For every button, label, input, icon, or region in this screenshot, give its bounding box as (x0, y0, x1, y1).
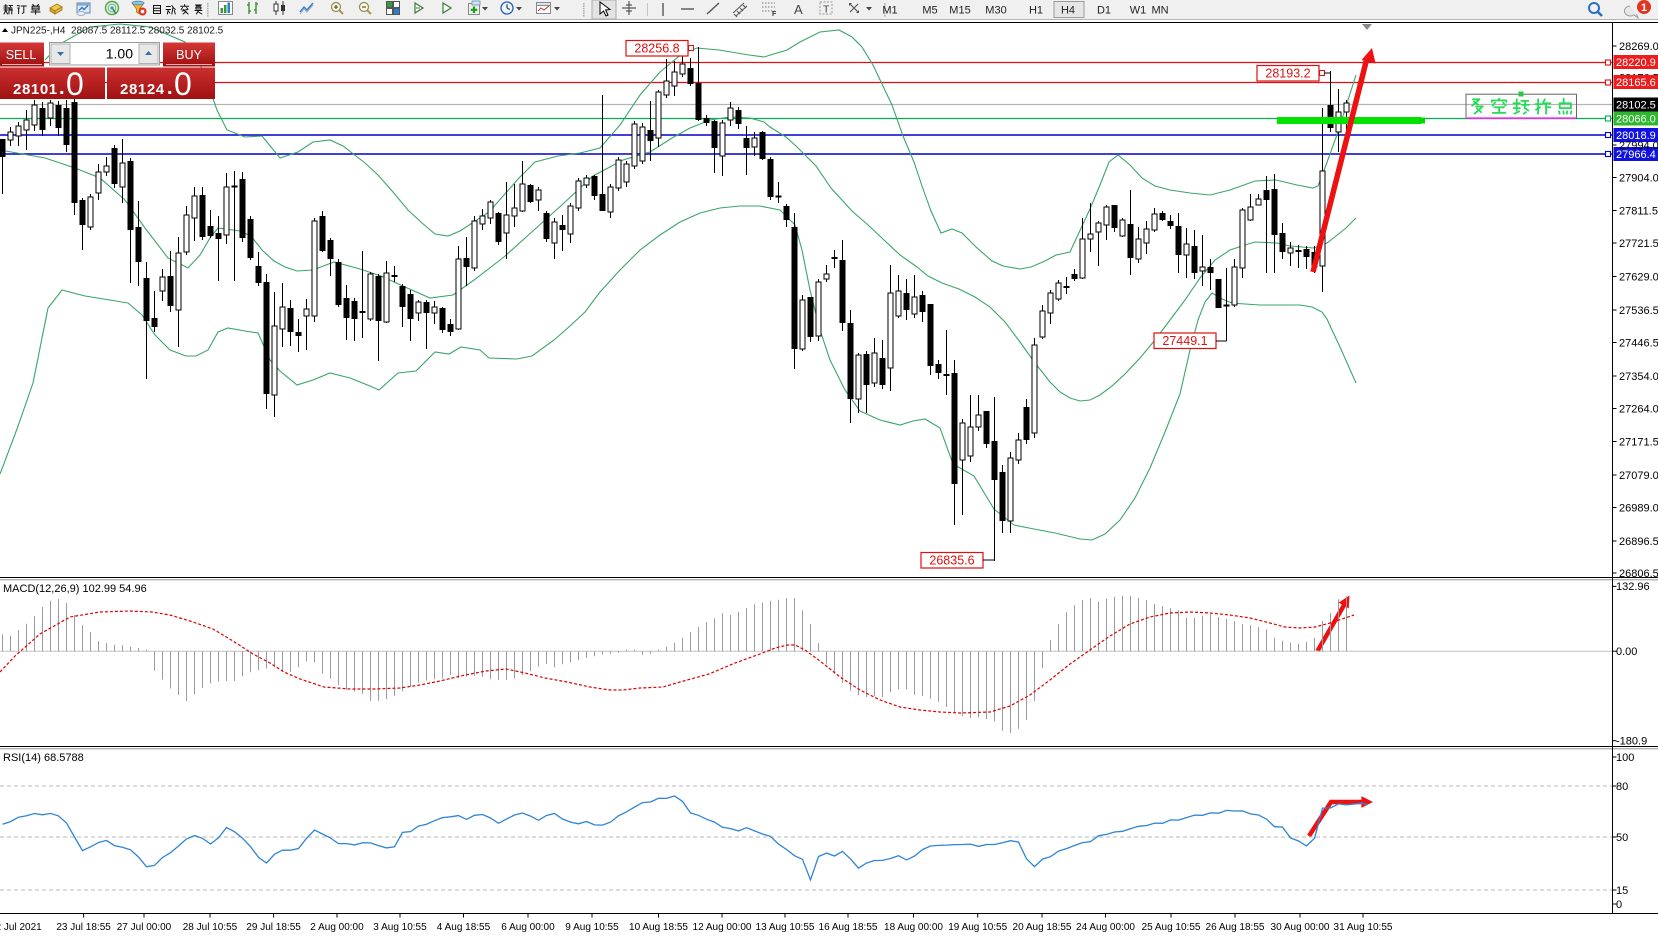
svg-text:M15: M15 (949, 5, 970, 17)
svg-text:.: . (59, 77, 65, 99)
svg-text:28256.8: 28256.8 (634, 42, 679, 56)
svg-text:18 Aug 00:00: 18 Aug 00:00 (884, 922, 943, 933)
svg-text:A: A (794, 2, 803, 17)
svg-text:28 Jul 10:55: 28 Jul 10:55 (183, 922, 238, 933)
svg-text:27079.0: 27079.0 (1619, 470, 1658, 482)
svg-text:27536.5: 27536.5 (1619, 305, 1658, 317)
svg-text:24 Aug 00:00: 24 Aug 00:00 (1076, 922, 1135, 933)
svg-text:.: . (167, 77, 173, 99)
svg-text:80: 80 (1616, 781, 1628, 793)
svg-text:SELL: SELL (6, 48, 37, 62)
svg-text:28124: 28124 (120, 81, 165, 98)
svg-text:28269.0: 28269.0 (1619, 41, 1658, 53)
svg-text:27721.5: 27721.5 (1619, 238, 1658, 250)
svg-text:100: 100 (1616, 752, 1634, 764)
svg-text:RSI(14) 68.5788: RSI(14) 68.5788 (3, 752, 84, 764)
svg-text:16 Aug 18:55: 16 Aug 18:55 (819, 922, 878, 933)
svg-text:28165.6: 28165.6 (1616, 77, 1656, 89)
svg-text:BUY: BUY (176, 48, 202, 62)
svg-text:26806.5: 26806.5 (1619, 568, 1658, 580)
svg-text:9 Aug 10:55: 9 Aug 10:55 (565, 922, 619, 933)
svg-text:26989.0: 26989.0 (1619, 503, 1658, 515)
svg-text:M30: M30 (985, 5, 1006, 17)
svg-text:-180.9: -180.9 (1616, 736, 1647, 748)
svg-text:28102.5: 28102.5 (1616, 100, 1656, 112)
svg-text:26896.5: 26896.5 (1619, 536, 1658, 548)
svg-text:D1: D1 (1097, 5, 1111, 17)
svg-text:H1: H1 (1029, 5, 1043, 17)
svg-text:27811.5: 27811.5 (1619, 206, 1658, 218)
svg-text:13 Aug 10:55: 13 Aug 10:55 (756, 922, 815, 933)
svg-text:28018.9: 28018.9 (1616, 130, 1656, 142)
svg-text:6 Aug 00:00: 6 Aug 00:00 (501, 922, 555, 933)
svg-text:0: 0 (66, 66, 84, 102)
svg-text:JPN225-,H4 28087.5 28112.5 28: JPN225-,H4 28087.5 28112.5 28032.5 28102… (11, 26, 224, 37)
svg-text:31 Aug 10:55: 31 Aug 10:55 (1334, 922, 1393, 933)
svg-text:H4: H4 (1061, 5, 1075, 17)
svg-text:20 Aug 18:55: 20 Aug 18:55 (1013, 922, 1072, 933)
svg-text:28066.0: 28066.0 (1616, 114, 1656, 126)
svg-text:2 Aug 00:00: 2 Aug 00:00 (310, 922, 364, 933)
svg-text:27966.4: 27966.4 (1616, 149, 1656, 161)
svg-text:12 Aug 00:00: 12 Aug 00:00 (693, 922, 752, 933)
svg-text:10 Aug 18:55: 10 Aug 18:55 (629, 922, 688, 933)
svg-text:W1: W1 (1130, 5, 1147, 17)
svg-text:19 Aug 10:55: 19 Aug 10:55 (948, 922, 1007, 933)
svg-text:0: 0 (174, 66, 192, 102)
svg-text:27446.5: 27446.5 (1619, 338, 1658, 350)
svg-text:1.00: 1.00 (106, 46, 133, 62)
svg-text:MN: MN (1151, 5, 1168, 17)
svg-text:4 Aug 18:55: 4 Aug 18:55 (437, 922, 491, 933)
svg-text:3 Aug 10:55: 3 Aug 10:55 (373, 922, 427, 933)
svg-text:26 Aug 18:55: 26 Aug 18:55 (1206, 922, 1265, 933)
svg-text:27629.0: 27629.0 (1619, 272, 1658, 284)
svg-text:28193.2: 28193.2 (1265, 67, 1310, 81)
svg-text:50: 50 (1616, 832, 1628, 844)
svg-text:25 Aug 10:55: 25 Aug 10:55 (1142, 922, 1201, 933)
svg-text:27 Jul 00:00: 27 Jul 00:00 (117, 922, 172, 933)
svg-text:F: F (772, 11, 777, 18)
svg-text:T: T (823, 4, 830, 16)
svg-text:15: 15 (1616, 885, 1628, 897)
svg-text:22 Jul 2021: 22 Jul 2021 (0, 922, 42, 933)
svg-text:1: 1 (1641, 2, 1647, 14)
svg-text:27994.0: 27994.0 (1619, 140, 1658, 152)
svg-text:132.96: 132.96 (1616, 581, 1650, 593)
svg-text:27171.5: 27171.5 (1619, 437, 1658, 449)
svg-text:27264.0: 27264.0 (1619, 404, 1658, 416)
svg-text:27354.0: 27354.0 (1619, 371, 1658, 383)
svg-text:28101: 28101 (13, 81, 58, 98)
svg-text:M1: M1 (882, 5, 897, 17)
svg-text:0.00: 0.00 (1616, 646, 1637, 658)
svg-text:27904.0: 27904.0 (1619, 173, 1658, 185)
svg-text:23 Jul 18:55: 23 Jul 18:55 (56, 922, 111, 933)
svg-text:28220.9: 28220.9 (1616, 57, 1656, 69)
svg-text:30 Aug 00:00: 30 Aug 00:00 (1271, 922, 1330, 933)
svg-text:27449.1: 27449.1 (1162, 334, 1207, 348)
svg-text:MACD(12,26,9) 102.99 54.96: MACD(12,26,9) 102.99 54.96 (3, 583, 147, 595)
svg-text:M5: M5 (922, 5, 937, 17)
svg-text:29 Jul 18:55: 29 Jul 18:55 (246, 922, 301, 933)
svg-text:26835.6: 26835.6 (929, 554, 974, 568)
svg-text:0: 0 (1616, 899, 1622, 911)
